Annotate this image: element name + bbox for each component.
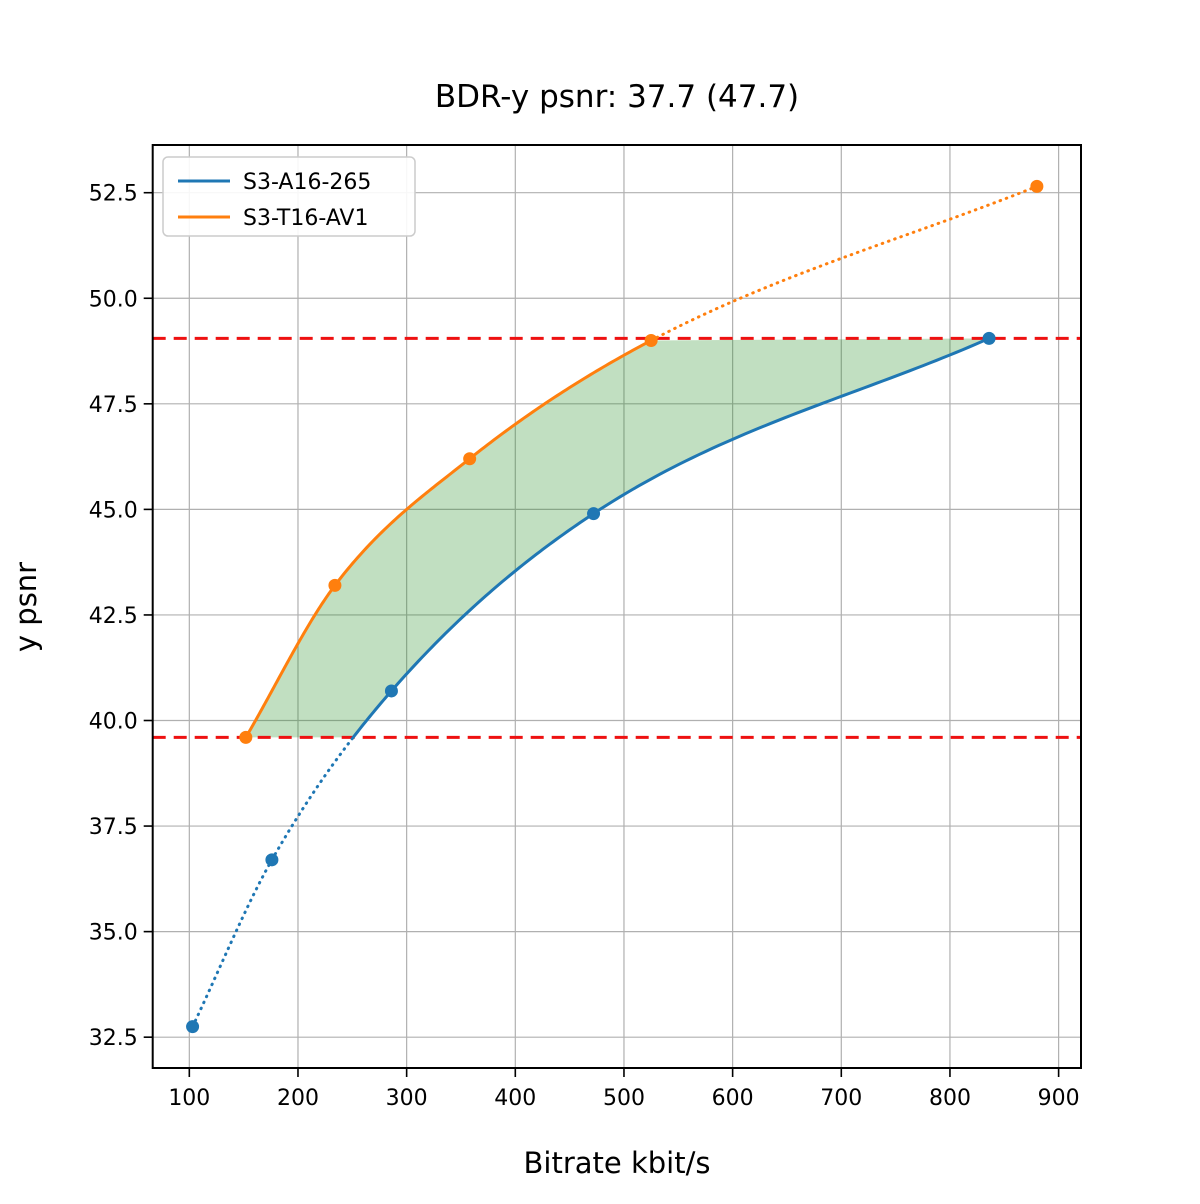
data-point	[1030, 179, 1044, 193]
y-tick-label: 52.5	[89, 182, 138, 207]
series-s3-a16-265-dotted-curve	[191, 735, 355, 1029]
x-axis-label: Bitrate kbit/s	[524, 1146, 711, 1180]
y-tick-label: 47.5	[89, 393, 138, 418]
gridlines	[152, 145, 1081, 1068]
y-tick-label: 40.0	[89, 710, 138, 735]
y-tick-label: 37.5	[89, 815, 138, 840]
data-point	[186, 1020, 200, 1034]
legend: S3-A16-265 S3-T16-AV1	[162, 156, 416, 237]
x-tick-label: 800	[929, 1086, 971, 1111]
series-s3-a16-265-curve	[351, 336, 991, 739]
data-point	[982, 331, 996, 345]
series-s3-t16-av1-curve	[244, 338, 653, 739]
series-markers	[239, 179, 1044, 744]
data-point	[265, 853, 279, 867]
axis-ticks: 100 200 300 400 500 600 700 800 900 32.5 35.0 37.5 4…	[89, 182, 1080, 1111]
legend-label: S3-A16-265	[243, 170, 371, 195]
chart-title: BDR-y psnr: 37.7 (47.7)	[435, 79, 799, 115]
y-axis-label: y psnr	[9, 562, 43, 652]
x-tick-label: 200	[277, 1086, 319, 1111]
y-tick-label: 32.5	[89, 1026, 138, 1051]
chart-root: 100 200 300 400 500 600 700 800 900 32.5 35.0 37.5 4…	[89, 144, 1082, 1111]
x-tick-label: 700	[820, 1086, 862, 1111]
y-tick-label: 45.0	[89, 498, 138, 523]
x-tick-label: 600	[712, 1086, 754, 1111]
y-tick-label: 50.0	[89, 287, 138, 312]
series-markers	[186, 331, 996, 1034]
data-point	[587, 507, 601, 521]
plot-border	[151, 144, 1082, 1069]
x-tick-label: 300	[386, 1086, 428, 1111]
bdr-shaded-region	[245, 338, 990, 738]
data-point	[384, 684, 398, 698]
data-point	[644, 333, 658, 347]
data-point	[239, 730, 253, 744]
y-tick-label: 35.0	[89, 921, 138, 946]
x-tick-label: 100	[168, 1086, 210, 1111]
series-s3-t16-av1-dotted-curve	[649, 184, 1039, 342]
legend-label: S3-T16-AV1	[243, 206, 368, 231]
data-point	[328, 578, 342, 592]
x-tick-label: 900	[1038, 1086, 1080, 1111]
data-point	[463, 452, 477, 466]
x-tick-label: 500	[603, 1086, 645, 1111]
y-tick-label: 42.5	[89, 604, 138, 629]
x-tick-label: 400	[494, 1086, 536, 1111]
